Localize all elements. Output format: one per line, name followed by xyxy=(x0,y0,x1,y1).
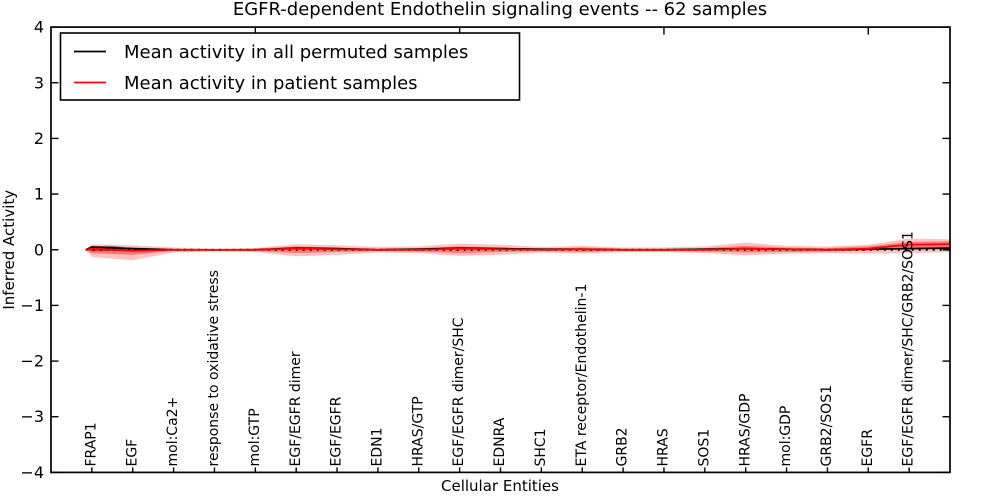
x-category-label: mol:Ca2+ xyxy=(165,397,181,467)
y-tick-label: 1 xyxy=(34,185,44,204)
x-category-label: SOS1 xyxy=(696,429,712,467)
y-tick-label: −3 xyxy=(20,407,44,426)
x-category-label: EGF/EGFR dimer/SHC/GRB2/SOS1 xyxy=(901,231,917,466)
chart-title: EGFR-dependent Endothelin signaling even… xyxy=(233,0,767,20)
legend-label-permuted-samples: Mean activity in all permuted samples xyxy=(124,42,468,63)
x-category-label: GRB2 xyxy=(615,427,631,466)
lines-layer xyxy=(85,243,951,252)
y-tick-label: 0 xyxy=(34,240,44,259)
x-category-label: EDNRA xyxy=(492,417,508,466)
legend-box xyxy=(59,32,521,101)
y-tick-label: 4 xyxy=(34,18,44,37)
x-category-label: mol:GTP xyxy=(247,408,263,466)
x-category-label: EGF/EGFR dimer xyxy=(288,351,304,466)
x-category-label: HRAS/GTP xyxy=(410,396,426,466)
x-tick-labels-layer: FRAP1 EGF mol:Ca2+ response to oxidative st… xyxy=(83,231,916,466)
mean-patient-line xyxy=(85,243,951,252)
y-tick-label: 3 xyxy=(34,73,44,92)
x-category-label: EGFR xyxy=(860,429,876,467)
legend: Mean activity in all permuted samples Me… xyxy=(59,32,521,101)
x-category-label: EDN1 xyxy=(370,427,386,466)
legend-label-patient-samples: Mean activity in patient samples xyxy=(124,73,418,94)
y-tick-label: −4 xyxy=(20,463,44,482)
x-category-label: SHC1 xyxy=(533,428,549,466)
x-category-label: EGF xyxy=(124,439,140,467)
x-axis-label: Cellular Entities xyxy=(441,477,559,495)
y-tick-label: −1 xyxy=(20,296,44,315)
x-category-label: HRAS xyxy=(656,428,672,466)
y-tick-label: −2 xyxy=(20,352,44,371)
x-category-label: GRB2/SOS1 xyxy=(819,385,835,467)
y-tick-label: 2 xyxy=(34,129,44,148)
y-axis-label: Inferred Activity xyxy=(0,190,18,310)
x-category-label: EGF/EGFR dimer/SHC xyxy=(451,317,467,466)
x-category-label: EGF/EGFR xyxy=(329,396,345,466)
x-category-label: response to oxidative stress xyxy=(206,270,222,466)
x-category-label: FRAP1 xyxy=(83,422,99,466)
x-category-label: mol:GDP xyxy=(778,406,794,467)
axes-ticks-layer: 4 3 2 1 0 −1 −2 −3 −4 xyxy=(20,18,950,482)
x-category-label: HRAS/GDP xyxy=(737,394,753,467)
x-category-label: ETA receptor/Endothelin-1 xyxy=(574,284,590,467)
